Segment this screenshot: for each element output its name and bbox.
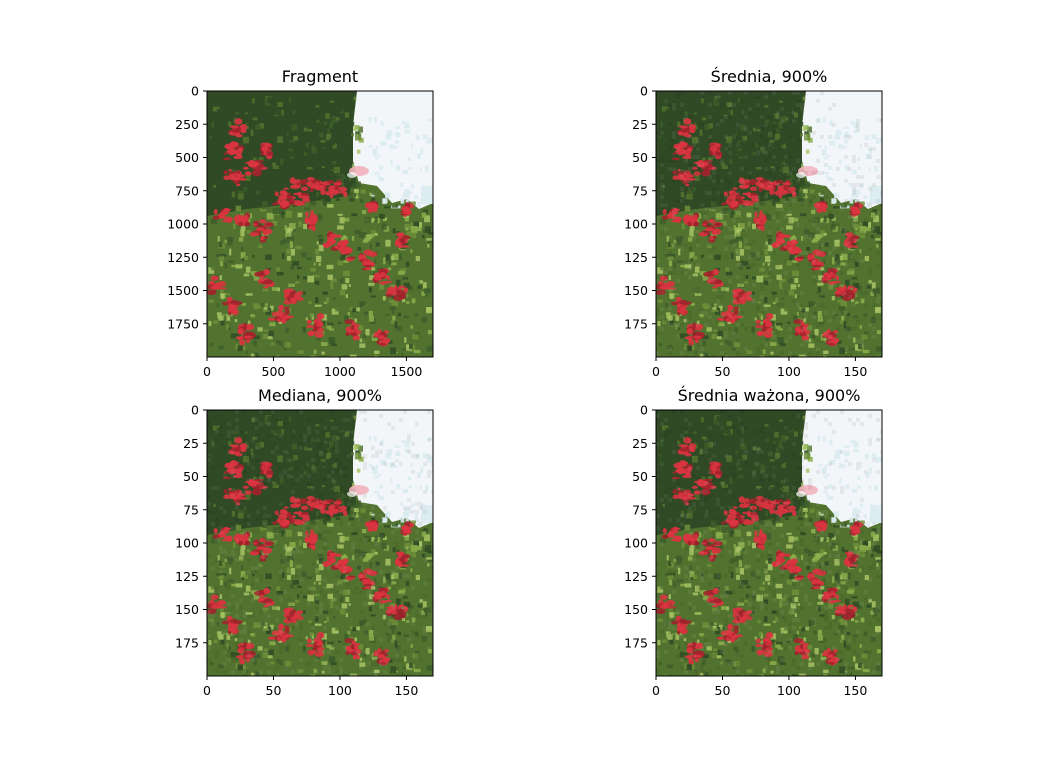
y-tick-label: 175 — [624, 316, 648, 331]
y-tick-label: 150 — [175, 602, 199, 617]
x-tick-label: 100 — [777, 683, 801, 698]
x-tick-label: 50 — [715, 364, 731, 379]
x-tick-label: 150 — [394, 683, 418, 698]
subplot-title: Średnia, 900% — [711, 67, 828, 86]
photo-image-4 — [656, 410, 882, 676]
y-tick-label: 100 — [624, 536, 648, 551]
x-tick-label: 100 — [777, 364, 801, 379]
x-tick-label: 1500 — [391, 364, 423, 379]
y-tick-label: 750 — [175, 183, 199, 198]
subplot-title: Średnia ważona, 900% — [678, 386, 861, 405]
x-tick-label: 50 — [715, 683, 731, 698]
photo-image-1 — [207, 91, 433, 357]
y-tick-label: 1500 — [167, 283, 199, 298]
y-tick-label: 1750 — [167, 316, 199, 331]
y-tick-label: 100 — [175, 536, 199, 551]
photo-image-3 — [207, 410, 433, 676]
subplot-4: Średnia ważona, 900% 0 50 100 150 0 25 50 75 100 1… — [624, 386, 883, 698]
subplot-3: Mediana, 900% 0 50 100 150 0 25 50 75 100 125 150 17… — [175, 386, 434, 698]
y-tick-label: 100 — [624, 217, 648, 232]
y-tick-label: 75 — [632, 502, 648, 517]
subplot-title: Mediana, 900% — [258, 386, 382, 405]
x-tick-label: 1000 — [324, 364, 356, 379]
x-tick-label: 0 — [203, 364, 211, 379]
subplot-title: Fragment — [282, 67, 358, 86]
subplot-1: Fragment 0 500 1000 1500 0 250 500 750 1000 1250 15… — [167, 67, 434, 379]
y-tick-label: 75 — [632, 183, 648, 198]
y-tick-label: 0 — [191, 84, 199, 99]
x-tick-label: 150 — [843, 364, 867, 379]
y-tick-label: 175 — [624, 635, 648, 650]
y-tick-label: 1000 — [167, 217, 199, 232]
y-tick-label: 50 — [183, 469, 199, 484]
y-tick-label: 25 — [632, 117, 648, 132]
y-tick-label: 125 — [624, 569, 648, 584]
y-tick-label: 1250 — [167, 250, 199, 265]
y-tick-label: 0 — [640, 403, 648, 418]
y-tick-label: 500 — [175, 150, 199, 165]
y-tick-label: 125 — [175, 569, 199, 584]
y-tick-label: 25 — [632, 436, 648, 451]
x-tick-label: 150 — [843, 683, 867, 698]
y-tick-label: 150 — [624, 283, 648, 298]
x-tick-label: 500 — [262, 364, 286, 379]
y-tick-label: 0 — [191, 403, 199, 418]
x-tick-label: 100 — [328, 683, 352, 698]
x-tick-label: 0 — [652, 683, 660, 698]
y-tick-label: 50 — [632, 150, 648, 165]
subplot-2: Średnia, 900% 0 50 100 150 0 25 50 75 100 125 150 17… — [624, 67, 883, 379]
y-tick-label: 25 — [183, 436, 199, 451]
x-tick-label: 0 — [203, 683, 211, 698]
y-tick-label: 150 — [624, 602, 648, 617]
y-tick-label: 50 — [632, 469, 648, 484]
x-tick-label: 0 — [652, 364, 660, 379]
y-tick-label: 250 — [175, 117, 199, 132]
y-tick-label: 125 — [624, 250, 648, 265]
photo-image-2 — [656, 91, 882, 357]
y-tick-label: 75 — [183, 502, 199, 517]
y-tick-label: 175 — [175, 635, 199, 650]
x-tick-label: 50 — [266, 683, 282, 698]
y-tick-label: 0 — [640, 84, 648, 99]
